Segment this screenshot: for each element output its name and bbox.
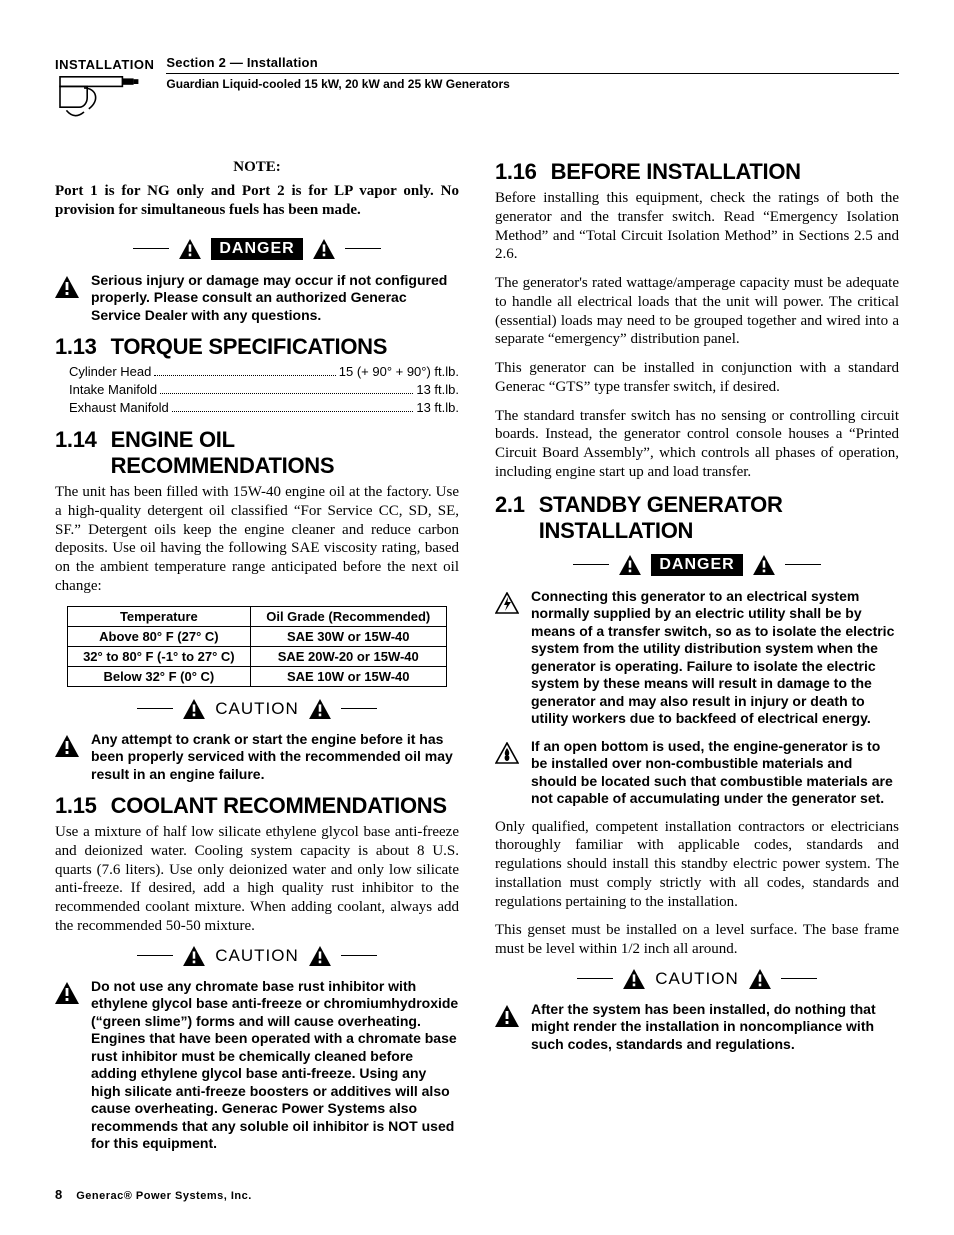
caution-text: Any attempt to crank or start the engine… — [91, 731, 459, 784]
header-subtitle: Guardian Liquid-cooled 15 kW, 20 kW and … — [166, 77, 899, 91]
body-p: Only qualified, competent installation c… — [495, 818, 899, 912]
installation-label: INSTALLATION — [55, 57, 154, 72]
table-row: Above 80° F (27° C) SAE 30W or 15W-40 — [68, 626, 447, 646]
caution-banner: CAUTION — [495, 969, 899, 989]
danger-label: DANGER — [651, 554, 742, 576]
danger-text: Connecting this generator to an electric… — [531, 588, 899, 728]
electric-hazard-icon — [495, 592, 519, 614]
caution-label: CAUTION — [215, 699, 299, 719]
page-footer: 8 Generac® Power Systems, Inc. — [55, 1187, 899, 1202]
danger-text: If an open bottom is used, the engine-ge… — [531, 738, 899, 808]
body-p: Before installing this equipment, check … — [495, 189, 899, 264]
danger-banner: DANGER — [55, 238, 459, 260]
heading-2-1: 2.1 STANDBY GENERATOR INSTALLATION — [495, 492, 899, 544]
oil-table: Temperature Oil Grade (Recommended) Abov… — [67, 606, 447, 687]
torque-spec-list: Cylinder Head 15 (+ 90° + 90°) ft.lb. In… — [69, 364, 459, 415]
caution-label: CAUTION — [655, 969, 739, 989]
heading-1-16: 1.16 BEFORE INSTALLATION — [495, 159, 899, 185]
caution-block: After the system has been installed, do … — [495, 1001, 899, 1054]
warning-icon — [183, 946, 205, 966]
spec-row: Cylinder Head 15 (+ 90° + 90°) ft.lb. — [69, 364, 459, 379]
right-column: 1.16 BEFORE INSTALLATION Before installi… — [495, 159, 899, 1163]
warning-icon — [495, 1005, 519, 1027]
warning-icon — [309, 699, 331, 719]
warning-icon — [619, 555, 641, 575]
danger-block: Serious injury or damage may occur if no… — [55, 272, 459, 325]
spec-label: Intake Manifold — [69, 382, 157, 397]
caution-block: Any attempt to crank or start the engine… — [55, 731, 459, 784]
warning-icon — [183, 699, 205, 719]
page-header: INSTALLATION Section 2 — Installation Gu… — [55, 55, 899, 125]
body-p: This genset must be installed on a level… — [495, 921, 899, 959]
danger-block: If an open bottom is used, the engine-ge… — [495, 738, 899, 808]
danger-label: DANGER — [211, 238, 302, 260]
gun-icon — [55, 72, 145, 120]
page-number: 8 — [55, 1187, 62, 1202]
oil-th: Temperature — [68, 606, 250, 626]
danger-block: Connecting this generator to an electric… — [495, 588, 899, 728]
warning-icon — [179, 239, 201, 259]
body-p: This generator can be installed in conju… — [495, 359, 899, 397]
company-name: Generac® Power Systems, Inc. — [76, 1190, 252, 1202]
header-divider — [166, 73, 899, 74]
table-row: Below 32° F (0° C) SAE 10W or 15W-40 — [68, 666, 447, 686]
spec-label: Exhaust Manifold — [69, 400, 169, 415]
warning-icon — [623, 969, 645, 989]
note-body: Port 1 is for NG only and Port 2 is for … — [55, 182, 459, 220]
heading-1-15: 1.15 COOLANT RECOMMENDATIONS — [55, 793, 459, 819]
warning-icon — [55, 735, 79, 757]
warning-icon — [55, 276, 79, 298]
body-p: The generator's rated wattage/amperage c… — [495, 274, 899, 349]
spec-row: Exhaust Manifold 13 ft.lb. — [69, 400, 459, 415]
header-icon-block: INSTALLATION — [55, 55, 154, 125]
danger-banner: DANGER — [495, 554, 899, 576]
spec-label: Cylinder Head — [69, 364, 151, 379]
warning-icon — [309, 946, 331, 966]
danger-text: Serious injury or damage may occur if no… — [91, 272, 459, 325]
caution-block: Do not use any chromate base rust inhibi… — [55, 978, 459, 1153]
caution-text: After the system has been installed, do … — [531, 1001, 899, 1054]
note-label: NOTE: — [55, 159, 459, 176]
warning-icon — [55, 982, 79, 1004]
heading-1-14: 1.14 ENGINE OIL RECOMMENDATIONS — [55, 427, 459, 479]
fire-hazard-icon — [495, 742, 519, 764]
warning-icon — [313, 239, 335, 259]
spec-value: 13 ft.lb. — [416, 400, 459, 415]
caution-text: Do not use any chromate base rust inhibi… — [91, 978, 459, 1153]
content-columns: NOTE: Port 1 is for NG only and Port 2 i… — [55, 159, 899, 1163]
caution-banner: CAUTION — [55, 946, 459, 966]
warning-icon — [749, 969, 771, 989]
spec-value: 13 ft.lb. — [416, 382, 459, 397]
oil-th: Oil Grade (Recommended) — [250, 606, 446, 626]
body-1-14: The unit has been filled with 15W-40 eng… — [55, 483, 459, 596]
spec-row: Intake Manifold 13 ft.lb. — [69, 382, 459, 397]
left-column: NOTE: Port 1 is for NG only and Port 2 i… — [55, 159, 459, 1163]
heading-1-13: 1.13 TORQUE SPECIFICATIONS — [55, 334, 459, 360]
body-1-15: Use a mixture of half low silicate ethyl… — [55, 823, 459, 936]
warning-icon — [753, 555, 775, 575]
section-line: Section 2 — Installation — [166, 55, 899, 70]
spec-value: 15 (+ 90° + 90°) ft.lb. — [339, 364, 459, 379]
table-row: 32° to 80° F (-1° to 27° C) SAE 20W-20 o… — [68, 646, 447, 666]
body-p: The standard transfer switch has no sens… — [495, 407, 899, 482]
caution-banner: CAUTION — [55, 699, 459, 719]
caution-label: CAUTION — [215, 946, 299, 966]
